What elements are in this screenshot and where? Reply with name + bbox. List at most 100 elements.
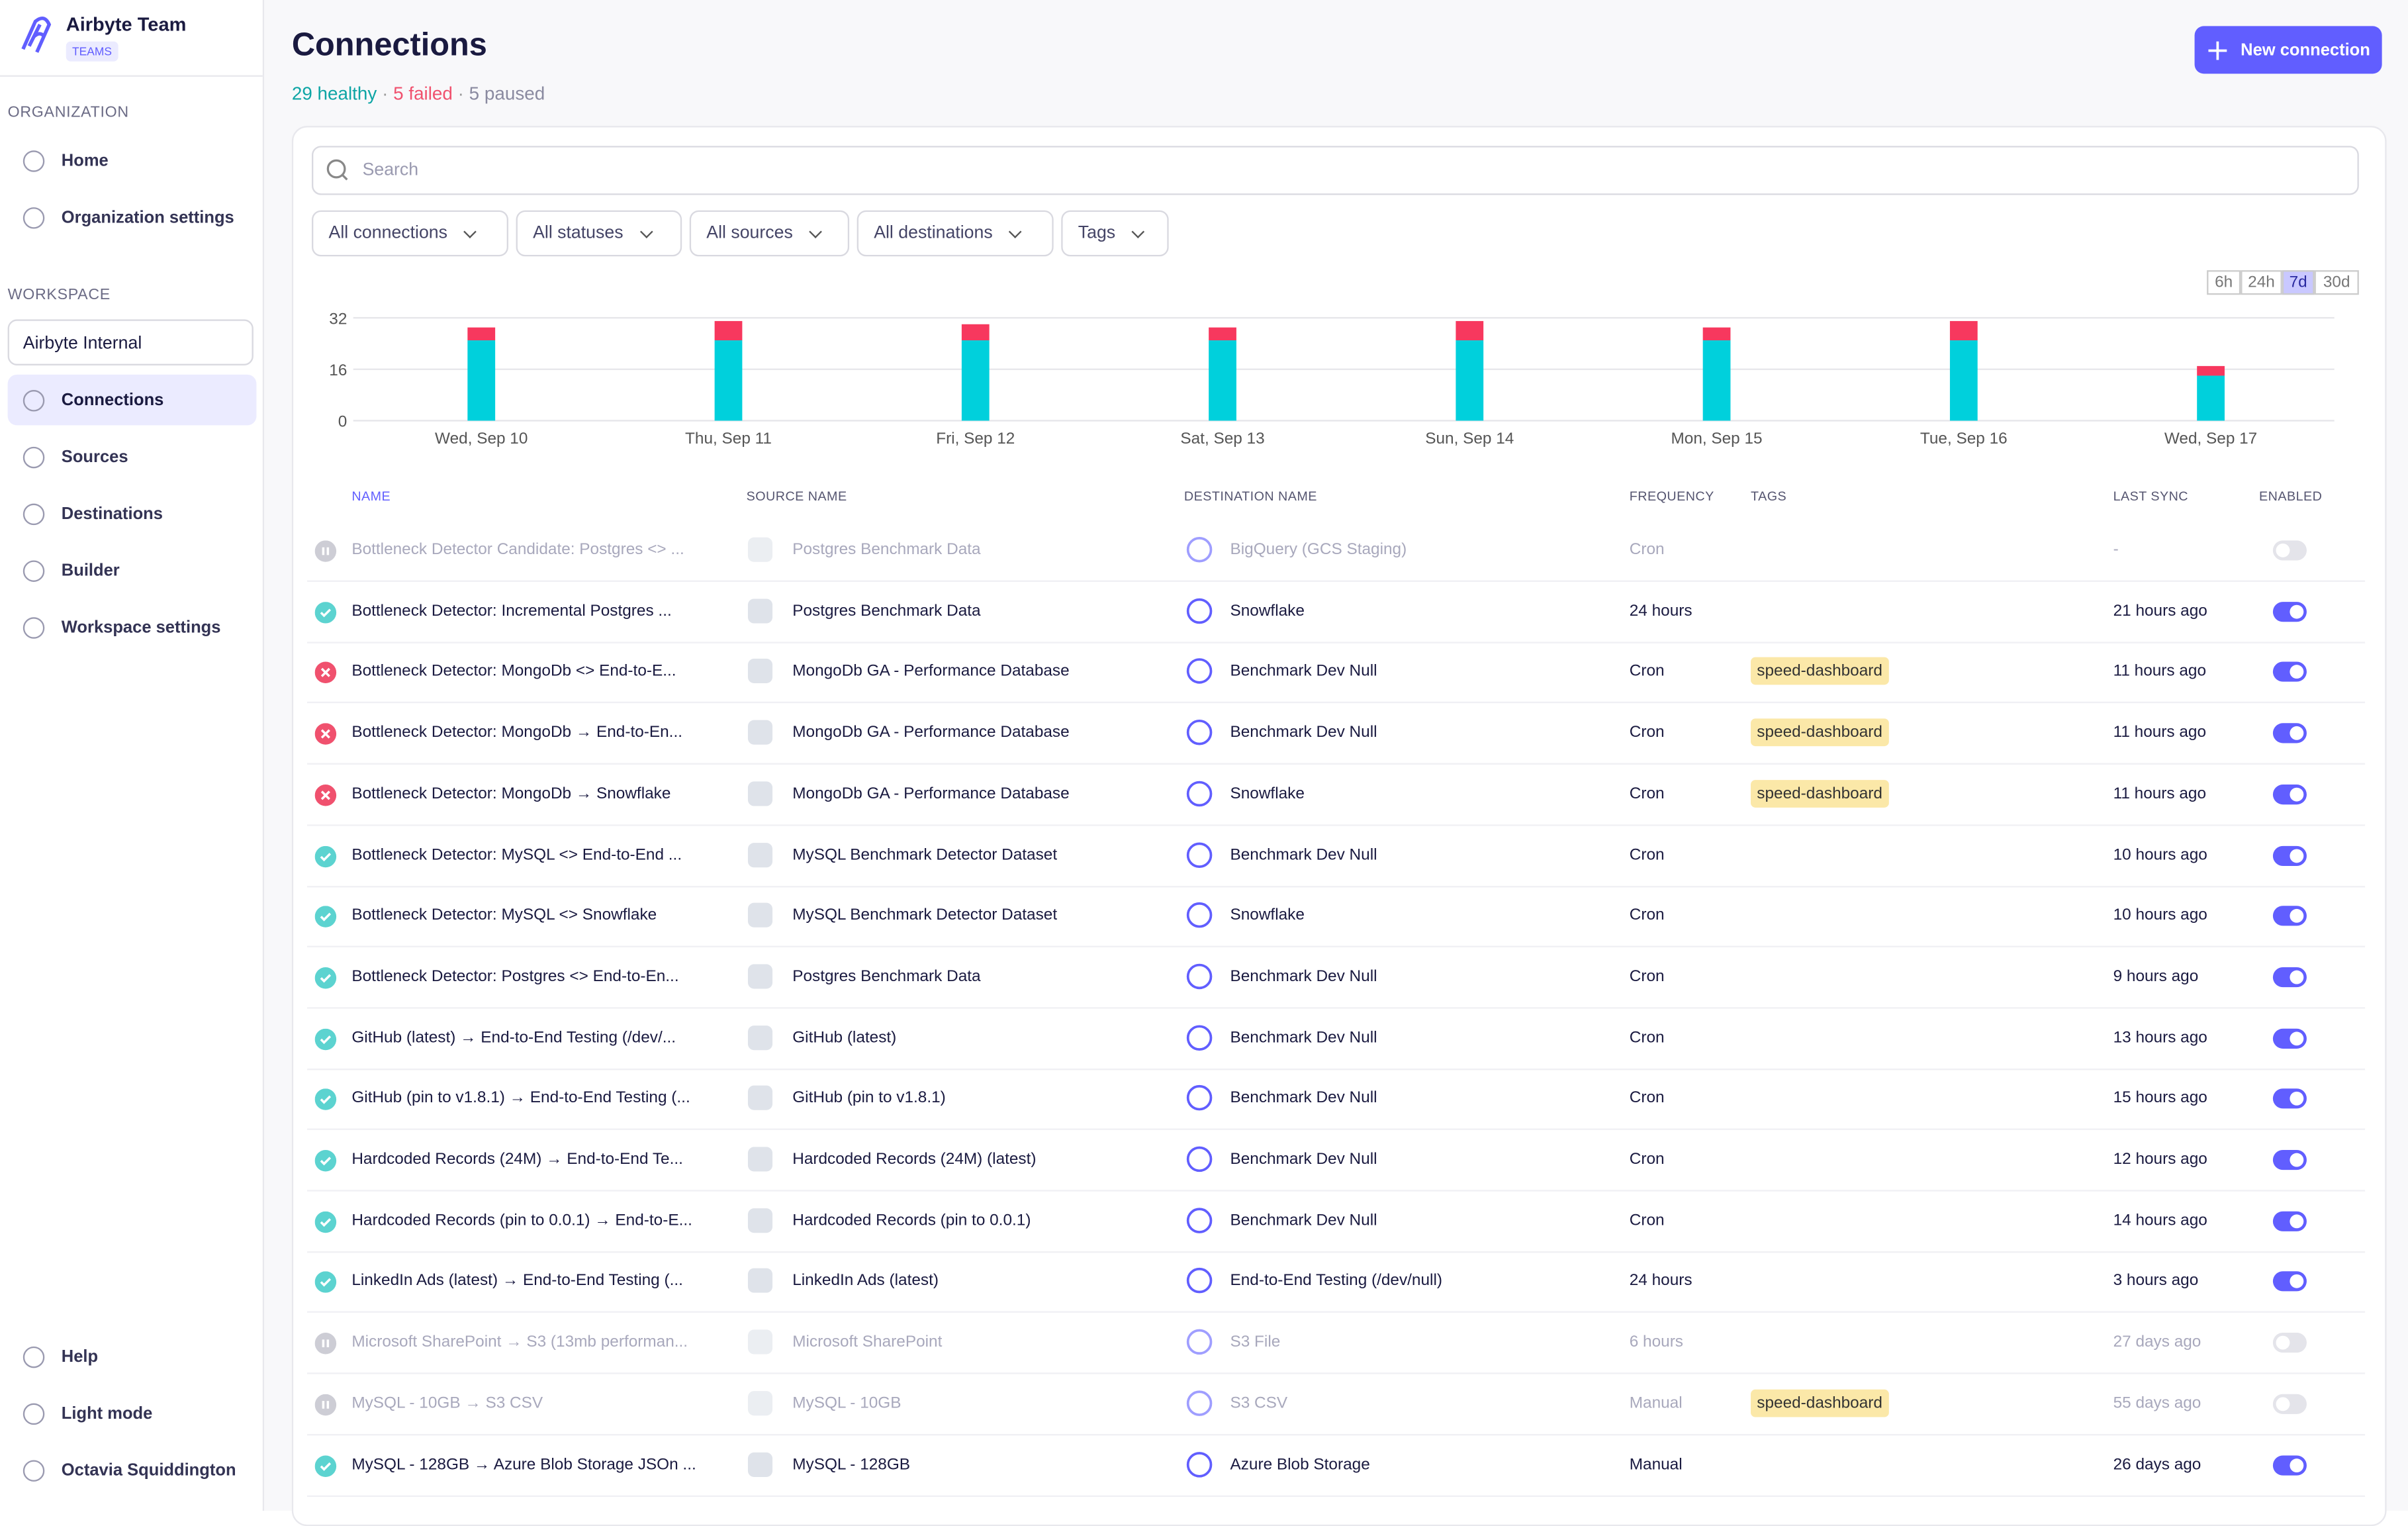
- destination-name: Benchmark Dev Null: [1230, 1088, 1377, 1108]
- nav-icon: [23, 1459, 45, 1481]
- enabled-toggle[interactable]: [2272, 1333, 2307, 1353]
- enabled-toggle[interactable]: [2272, 1454, 2307, 1475]
- enabled-toggle[interactable]: [2272, 967, 2307, 987]
- status-icon: [314, 906, 337, 928]
- nav-item[interactable]: Connections: [7, 374, 257, 426]
- search-box[interactable]: Search: [312, 146, 2359, 195]
- toggle-knob: [2290, 1457, 2304, 1472]
- team-name[interactable]: Airbyte Team: [66, 13, 187, 36]
- source-icon: [747, 903, 773, 928]
- time-range-button[interactable]: 7d: [2282, 270, 2315, 295]
- enabled-toggle[interactable]: [2272, 662, 2307, 683]
- source-name: MongoDb GA - Performance Database: [792, 723, 1070, 742]
- enabled-toggle[interactable]: [2272, 845, 2307, 865]
- enabled-toggle[interactable]: [2272, 1027, 2307, 1049]
- enabled-toggle[interactable]: [2272, 540, 2307, 561]
- table-row[interactable]: Bottleneck Detector: MySQL <> Snowflake M…: [307, 886, 2366, 948]
- connection-name: MySQL - 10GB → S3 CSV: [351, 1394, 543, 1413]
- bar: [1456, 340, 1484, 421]
- filter-dropdown[interactable]: Tags: [1061, 210, 1169, 257]
- workspace-select[interactable]: Airbyte Internal: [7, 319, 254, 365]
- enabled-toggle[interactable]: [2272, 1150, 2307, 1170]
- destination-icon: [1186, 536, 1213, 563]
- table-row[interactable]: LinkedIn Ads (latest) → End-to-End Testi…: [307, 1252, 2366, 1313]
- filter-dropdown[interactable]: All statuses: [516, 210, 682, 257]
- time-range-button[interactable]: 24h: [2241, 270, 2282, 295]
- filter-dropdown[interactable]: All sources: [689, 210, 850, 257]
- destination-icon: [1186, 720, 1213, 745]
- enabled-toggle[interactable]: [2272, 1088, 2307, 1110]
- toggle-knob: [2290, 1274, 2304, 1289]
- last-sync: 10 hours ago: [2113, 845, 2207, 864]
- connection-name: Bottleneck Detector: MongoDb <> End-to-E…: [351, 662, 676, 681]
- nav-item[interactable]: Organization settings: [8, 192, 257, 243]
- source-icon: [747, 659, 773, 684]
- time-range-button[interactable]: 30d: [2314, 270, 2359, 295]
- nav-item[interactable]: Builder: [8, 545, 257, 596]
- table-row[interactable]: GitHub (pin to v1.8.1) → End-to-End Test…: [307, 1069, 2366, 1131]
- table-row[interactable]: Bottleneck Detector Candidate: Postgres …: [307, 520, 2366, 582]
- destination-icon: [1186, 841, 1213, 867]
- column-header[interactable]: LAST SYNC: [2113, 488, 2189, 504]
- source-name: Hardcoded Records (24M) (latest): [792, 1150, 1037, 1168]
- nav-icon: [23, 389, 45, 411]
- last-sync: 12 hours ago: [2113, 1150, 2207, 1168]
- nav-item[interactable]: Octavia Squiddington: [8, 1445, 257, 1496]
- table-row[interactable]: Hardcoded Records (24M) → End-to-End Te.…: [307, 1130, 2366, 1192]
- table-row[interactable]: Bottleneck Detector: MongoDb → Snowflake…: [307, 764, 2366, 826]
- destination-name: Snowflake: [1230, 906, 1305, 925]
- frequency: Cron: [1629, 662, 1665, 681]
- column-header[interactable]: SOURCE NAME: [746, 488, 847, 504]
- table-row[interactable]: MySQL - 128GB → Azure Blob Storage JSOn …: [307, 1435, 2366, 1496]
- table-row[interactable]: Bottleneck Detector: Postgres <> End-to-…: [307, 947, 2366, 1009]
- enabled-toggle[interactable]: [2272, 1394, 2307, 1414]
- enabled-toggle[interactable]: [2272, 1211, 2307, 1231]
- nav-icon: [23, 502, 45, 524]
- enabled-toggle[interactable]: [2272, 1272, 2307, 1292]
- connection-name: Bottleneck Detector: MongoDb → End-to-En…: [351, 723, 683, 742]
- table-row[interactable]: Bottleneck Detector: MongoDb → End-to-En…: [307, 703, 2366, 765]
- frequency: 6 hours: [1629, 1333, 1684, 1352]
- destination-name: S3 CSV: [1230, 1394, 1288, 1413]
- new-connection-button[interactable]: New connection: [2194, 26, 2382, 74]
- enabled-toggle[interactable]: [2272, 784, 2307, 804]
- nav-item[interactable]: Sources: [8, 432, 257, 483]
- destination-name: Benchmark Dev Null: [1230, 662, 1377, 681]
- enabled-toggle[interactable]: [2272, 906, 2307, 926]
- nav-item[interactable]: Help: [8, 1331, 257, 1382]
- nav-icon: [23, 616, 45, 638]
- frequency: Cron: [1629, 784, 1665, 803]
- connection-name: Bottleneck Detector: Postgres <> End-to-…: [351, 967, 679, 986]
- search-icon: [326, 159, 348, 181]
- nav-item[interactable]: Home: [8, 135, 257, 186]
- column-header[interactable]: DESTINATION NAME: [1183, 488, 1317, 504]
- bar: [2197, 375, 2225, 421]
- tag: speed-dashboard: [1751, 779, 1889, 808]
- frequency: Cron: [1629, 1088, 1665, 1108]
- column-header[interactable]: FREQUENCY: [1629, 488, 1714, 504]
- table-row[interactable]: Microsoft SharePoint → S3 (13mb performa…: [307, 1313, 2366, 1374]
- time-range-button[interactable]: 6h: [2207, 270, 2241, 295]
- column-header[interactable]: NAME: [351, 488, 391, 504]
- enabled-toggle[interactable]: [2272, 723, 2307, 743]
- column-header: ENABLED: [2259, 488, 2323, 504]
- destination-icon: [1186, 1451, 1213, 1477]
- nav-item[interactable]: Destinations: [8, 488, 257, 539]
- filter-dropdown[interactable]: All connections: [312, 210, 508, 257]
- nav-item[interactable]: Light mode: [8, 1388, 257, 1439]
- table-row[interactable]: GitHub (latest) → End-to-End Testing (/d…: [307, 1008, 2366, 1070]
- nav-icon: [23, 446, 45, 468]
- table-row[interactable]: Bottleneck Detector: MySQL <> End-to-End…: [307, 826, 2366, 887]
- table-row[interactable]: Bottleneck Detector: MongoDb <> End-to-E…: [307, 642, 2366, 704]
- table-row[interactable]: Hardcoded Records (pin to 0.0.1) → End-t…: [307, 1191, 2366, 1253]
- enabled-toggle[interactable]: [2272, 601, 2307, 622]
- table-row[interactable]: MySQL - 10GB → S3 CSV MySQL - 10GB S3 CSV M…: [307, 1374, 2366, 1435]
- bar: [714, 340, 743, 421]
- connection-name: MySQL - 128GB → Azure Blob Storage JSOn …: [351, 1454, 696, 1474]
- filter-dropdown[interactable]: All destinations: [857, 210, 1054, 257]
- section-heading: ORGANIZATION: [7, 104, 129, 122]
- status-icon: [314, 662, 337, 684]
- nav-item[interactable]: Workspace settings: [8, 602, 257, 653]
- table-row[interactable]: Bottleneck Detector: Incremental Postgre…: [307, 581, 2366, 643]
